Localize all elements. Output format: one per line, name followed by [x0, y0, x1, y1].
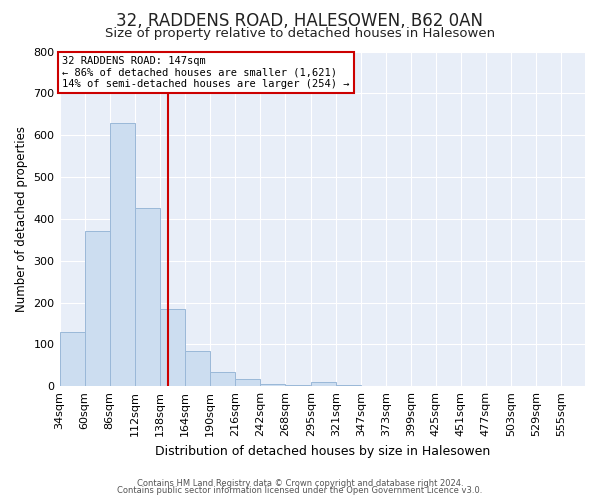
Bar [85, 232, 110, 386]
Text: Size of property relative to detached houses in Halesowen: Size of property relative to detached ho… [105, 28, 495, 40]
Bar [209, 372, 235, 386]
Text: Contains public sector information licensed under the Open Government Licence v3: Contains public sector information licen… [118, 486, 482, 495]
Bar [285, 385, 310, 386]
Bar [235, 379, 260, 386]
Y-axis label: Number of detached properties: Number of detached properties [15, 126, 28, 312]
Text: 32, RADDENS ROAD, HALESOWEN, B62 0AN: 32, RADDENS ROAD, HALESOWEN, B62 0AN [116, 12, 484, 30]
Bar [134, 208, 160, 386]
Bar [336, 385, 361, 386]
Bar [185, 350, 209, 386]
Bar [160, 309, 185, 386]
Bar [110, 122, 134, 386]
Bar [59, 332, 85, 386]
X-axis label: Distribution of detached houses by size in Halesowen: Distribution of detached houses by size … [155, 444, 490, 458]
Bar [260, 384, 285, 386]
Bar [311, 382, 336, 386]
Text: 32 RADDENS ROAD: 147sqm
← 86% of detached houses are smaller (1,621)
14% of semi: 32 RADDENS ROAD: 147sqm ← 86% of detache… [62, 56, 350, 89]
Text: Contains HM Land Registry data © Crown copyright and database right 2024.: Contains HM Land Registry data © Crown c… [137, 478, 463, 488]
